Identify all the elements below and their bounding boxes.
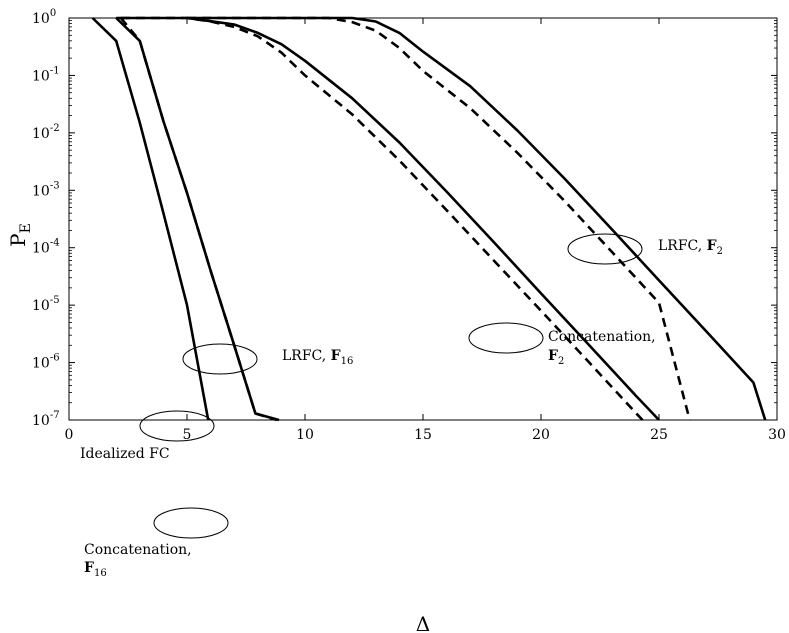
x-tick-label: 25 <box>650 427 668 443</box>
y-tick-label: 100 <box>32 8 56 27</box>
series-line-3 <box>119 17 278 422</box>
annotation-concatenation-f2: Concatenation, <box>548 329 656 345</box>
callout-ellipse-lrfc-f16 <box>182 343 258 375</box>
annotation-lrfc-f16-text: LRFC, <box>282 348 331 364</box>
series-line-1 <box>91 17 210 421</box>
y-tick-label: 10-6 <box>32 353 60 372</box>
y-tick-label: 10-3 <box>32 180 60 199</box>
annotation-idealized-fc: Idealized FC <box>80 446 170 462</box>
annotation-concatenation-f2-line2: F2 <box>548 348 564 367</box>
annotation-concatenation-f16-bold: F <box>84 560 94 576</box>
x-axis-title: Δ <box>416 612 430 633</box>
annotation-concatenation-f16-sub: 16 <box>94 568 107 579</box>
callout-ellipse-concatenation-f2 <box>468 322 544 354</box>
series-line-7 <box>187 16 767 421</box>
x-tick-label: 10 <box>296 427 314 443</box>
x-tick-label: 20 <box>532 427 550 443</box>
annotation-lrfc-f16: LRFC, F16 <box>282 348 353 367</box>
y-tick-label: 10-5 <box>32 295 60 314</box>
callout-ellipse-lrfc-f2 <box>567 233 643 265</box>
x-tick-label: 5 <box>183 427 192 443</box>
y-tick-label: 10-2 <box>32 123 60 142</box>
y-tick-label: 10-4 <box>32 238 60 257</box>
annotation-concatenation-f2-bold: F <box>548 348 558 364</box>
y-axis-ticks: 100 10-1 10-2 10-3 10-4 10-5 10-6 10-7 <box>32 8 777 429</box>
series-line-6 <box>187 16 691 421</box>
annotation-concatenation-f16: Concatenation, <box>84 542 192 558</box>
y-axis-title-sub: E <box>18 223 34 233</box>
annotation-concatenation-f16-text: Concatenation, <box>84 542 192 558</box>
x-axis-ticks: 0 5 10 15 20 25 30 <box>65 18 786 443</box>
annotation-concatenation-f2-text: Concatenation, <box>548 329 656 345</box>
annotation-idealized-fc-text: Idealized FC <box>80 446 170 462</box>
annotation-lrfc-f2-text: LRFC, <box>658 238 707 254</box>
annotation-lrfc-f16-bold: F <box>331 348 341 364</box>
annotation-lrfc-f16-sub: 16 <box>341 356 354 367</box>
x-tick-label: 15 <box>414 427 432 443</box>
axes <box>68 17 778 421</box>
y-tick-label: 10-7 <box>32 410 60 429</box>
series-line-5 <box>116 16 660 421</box>
annotation-lrfc-f2-bold: F <box>707 238 717 254</box>
callout-ellipses <box>139 233 643 539</box>
y-axis-title-main: P <box>6 233 30 246</box>
plot-frame <box>68 17 778 421</box>
annotation-concatenation-f16-line2: F16 <box>84 560 107 579</box>
annotation-concatenation-f2-sub: 2 <box>558 356 564 367</box>
x-tick-label: 0 <box>65 427 74 443</box>
y-axis-title: PE <box>6 223 34 247</box>
callout-ellipse-concatenation-f16 <box>153 507 229 539</box>
y-tick-label: 10-1 <box>32 65 60 84</box>
series-layer <box>91 16 767 422</box>
x-tick-label: 30 <box>768 427 786 443</box>
callout-ellipse-idealized-fc <box>139 410 215 442</box>
annotation-lrfc-f2: LRFC, F2 <box>658 238 723 257</box>
annotation-lrfc-f2-sub: 2 <box>717 246 723 257</box>
